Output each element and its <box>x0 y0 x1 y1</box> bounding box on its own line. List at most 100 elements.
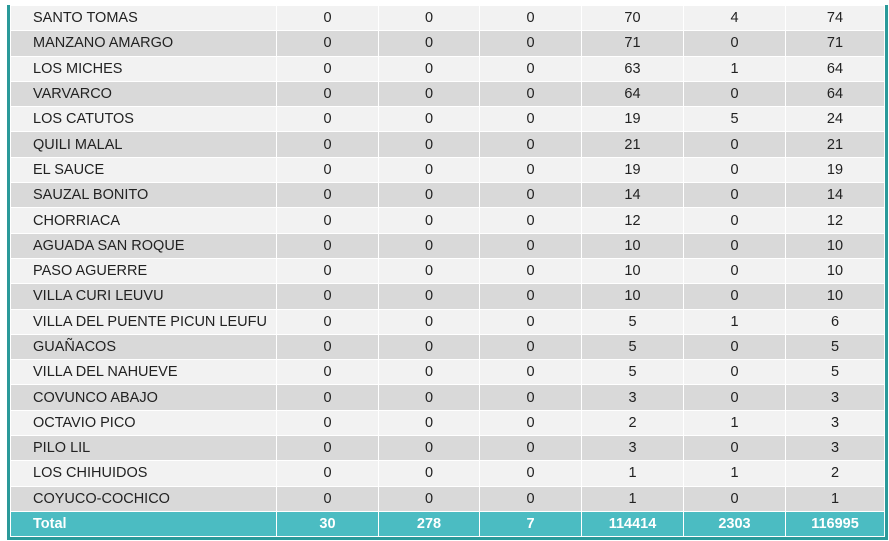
value-cell: 0 <box>276 384 379 411</box>
value-cell: 21 <box>581 131 684 158</box>
locality-name-cell: EL SAUCE <box>10 156 277 184</box>
value-cell: 0 <box>378 131 480 158</box>
value-cell: 0 <box>276 333 379 361</box>
locality-name-cell: VILLA CURI LEUVU <box>10 283 277 310</box>
value-cell: 63 <box>581 55 684 82</box>
value-cell: 10 <box>785 257 885 285</box>
value-cell: 0 <box>479 182 582 209</box>
value-cell: 24 <box>785 106 885 133</box>
value-cell: 71 <box>581 30 684 57</box>
value-cell: 0 <box>479 485 582 512</box>
locality-name-cell: MANZANO AMARGO <box>10 30 277 57</box>
value-cell: 0 <box>378 257 480 285</box>
value-cell: 5 <box>581 333 684 361</box>
value-cell: 0 <box>276 156 379 184</box>
data-table: SANTO TOMAS 0 0 0 70 4 74 MANZANO AMARGO 0 0 0 71 0 7… <box>10 4 885 537</box>
value-cell: 0 <box>378 156 480 184</box>
value-cell: 2 <box>581 409 684 437</box>
value-cell: 0 <box>378 55 480 82</box>
value-cell: 0 <box>276 485 379 512</box>
value-cell: 0 <box>683 182 786 209</box>
total-label: Total <box>10 510 277 537</box>
table-row: LOS CATUTOS 0 0 0 19 5 24 <box>10 106 885 133</box>
value-cell: 0 <box>276 131 379 158</box>
value-cell: 0 <box>276 308 379 335</box>
value-cell: 1 <box>785 485 885 512</box>
value-cell: 14 <box>581 182 684 209</box>
locality-name-cell: PASO AGUERRE <box>10 257 277 285</box>
value-cell: 1 <box>683 55 786 82</box>
locality-name-cell: LOS CATUTOS <box>10 106 277 133</box>
value-cell: 0 <box>276 435 379 462</box>
locality-name-cell: VILLA DEL NAHUEVE <box>10 359 277 386</box>
locality-name-cell: COYUCO-COCHICO <box>10 485 277 512</box>
table-row: VILLA DEL PUENTE PICUN LEUFU 0 0 0 5 1 6 <box>10 308 885 335</box>
value-cell: 0 <box>683 384 786 411</box>
value-cell: 0 <box>378 384 480 411</box>
value-cell: 0 <box>683 156 786 184</box>
value-cell: 0 <box>276 207 379 234</box>
locality-name-cell: VILLA DEL PUENTE PICUN LEUFU <box>10 308 277 335</box>
table-row: EL SAUCE 0 0 0 19 0 19 <box>10 156 885 184</box>
value-cell: 0 <box>276 106 379 133</box>
value-cell: 0 <box>479 460 582 487</box>
locality-name-cell: OCTAVIO PICO <box>10 409 277 437</box>
value-cell: 0 <box>378 460 480 487</box>
value-cell: 3 <box>785 435 885 462</box>
value-cell: 0 <box>276 283 379 310</box>
value-cell: 19 <box>581 156 684 184</box>
value-cell: 0 <box>378 80 480 108</box>
total-value-cell: 278 <box>378 510 480 537</box>
value-cell: 0 <box>479 384 582 411</box>
value-cell: 0 <box>378 182 480 209</box>
value-cell: 10 <box>581 232 684 259</box>
value-cell: 10 <box>785 283 885 310</box>
table-row: QUILI MALAL 0 0 0 21 0 21 <box>10 131 885 158</box>
value-cell: 0 <box>378 30 480 57</box>
value-cell: 1 <box>581 485 684 512</box>
table-row: LOS MICHES 0 0 0 63 1 64 <box>10 55 885 82</box>
table-row: LOS CHIHUIDOS 0 0 0 1 1 2 <box>10 460 885 487</box>
value-cell: 0 <box>683 257 786 285</box>
value-cell: 0 <box>378 333 480 361</box>
value-cell: 10 <box>785 232 885 259</box>
value-cell: 0 <box>479 333 582 361</box>
value-cell: 0 <box>479 232 582 259</box>
value-cell: 0 <box>276 4 379 32</box>
total-value-cell: 30 <box>276 510 379 537</box>
table-row: OCTAVIO PICO 0 0 0 2 1 3 <box>10 409 885 437</box>
value-cell: 0 <box>276 232 379 259</box>
value-cell: 5 <box>785 333 885 361</box>
value-cell: 0 <box>683 283 786 310</box>
table-row: SANTO TOMAS 0 0 0 70 4 74 <box>10 4 885 32</box>
value-cell: 64 <box>581 80 684 108</box>
value-cell: 0 <box>479 80 582 108</box>
value-cell: 1 <box>581 460 684 487</box>
value-cell: 14 <box>785 182 885 209</box>
value-cell: 0 <box>683 131 786 158</box>
value-cell: 10 <box>581 257 684 285</box>
value-cell: 5 <box>581 308 684 335</box>
table-row: COYUCO-COCHICO 0 0 0 1 0 1 <box>10 485 885 512</box>
value-cell: 0 <box>683 232 786 259</box>
value-cell: 0 <box>378 283 480 310</box>
value-cell: 0 <box>378 435 480 462</box>
table-row: AGUADA SAN ROQUE 0 0 0 10 0 10 <box>10 232 885 259</box>
locality-name-cell: COVUNCO ABAJO <box>10 384 277 411</box>
value-cell: 0 <box>479 257 582 285</box>
table-row: GUAÑACOS 0 0 0 5 0 5 <box>10 333 885 361</box>
table-row: COVUNCO ABAJO 0 0 0 3 0 3 <box>10 384 885 411</box>
table-row: MANZANO AMARGO 0 0 0 71 0 71 <box>10 30 885 57</box>
value-cell: 0 <box>479 207 582 234</box>
value-cell: 0 <box>479 283 582 310</box>
value-cell: 4 <box>683 4 786 32</box>
value-cell: 0 <box>378 232 480 259</box>
value-cell: 0 <box>683 333 786 361</box>
value-cell: 0 <box>683 80 786 108</box>
value-cell: 0 <box>479 131 582 158</box>
data-table-container: SANTO TOMAS 0 0 0 70 4 74 MANZANO AMARGO 0 0 0 71 0 7… <box>7 4 888 540</box>
value-cell: 0 <box>479 409 582 437</box>
total-value-cell: 116995 <box>785 510 885 537</box>
value-cell: 70 <box>581 4 684 32</box>
value-cell: 0 <box>378 106 480 133</box>
